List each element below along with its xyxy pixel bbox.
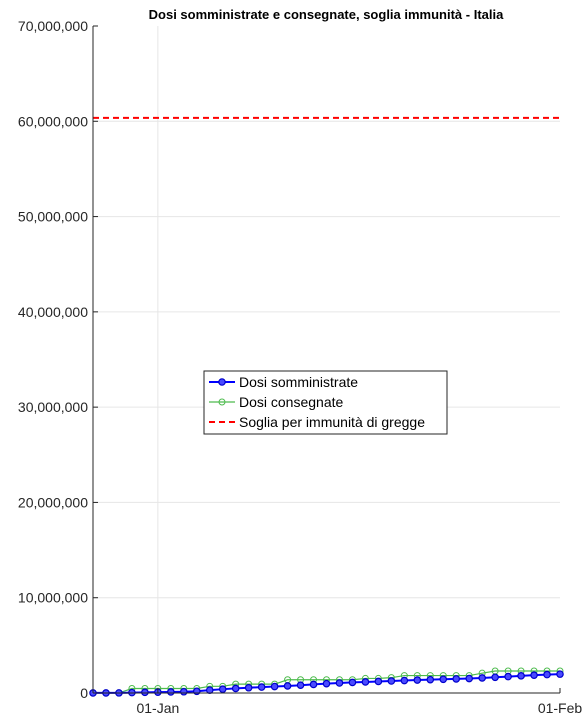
- data-point-somministrate: [205, 686, 214, 694]
- legend-marker: [218, 398, 226, 406]
- data-point-somministrate: [387, 677, 396, 685]
- y-tick-label: 10,000,000: [18, 590, 88, 606]
- x-tick-label: 01-Jan: [136, 700, 179, 716]
- series-layer: [89, 116, 564, 697]
- data-point-somministrate: [530, 671, 538, 679]
- legend-label: Soglia per immunità di gregge: [239, 414, 425, 430]
- data-point-somministrate: [231, 684, 240, 693]
- y-tick-label: 40,000,000: [18, 304, 88, 320]
- y-tick-label: 0: [80, 685, 88, 701]
- data-point-somministrate: [491, 673, 499, 682]
- legend-marker: [218, 378, 226, 386]
- data-point-somministrate: [543, 670, 551, 679]
- legend: Dosi somministrate Dosi consegnate Soglia …: [203, 370, 448, 435]
- plot-area: [93, 26, 560, 693]
- data-point-somministrate: [322, 679, 331, 688]
- data-point-somministrate: [309, 680, 318, 689]
- data-point-somministrate: [348, 678, 357, 687]
- data-point-somministrate: [426, 675, 435, 684]
- data-point-somministrate: [361, 678, 370, 686]
- data-point-somministrate: [244, 683, 253, 692]
- data-point-somministrate: [167, 688, 175, 696]
- y-tick-label: 30,000,000: [18, 399, 88, 415]
- axes: 0 10,000,000 20,000,000 30,000,000 40,000,00…: [18, 18, 582, 716]
- data-point-somministrate: [270, 682, 279, 691]
- legend-box: [203, 370, 448, 435]
- y-tick-label: 70,000,000: [18, 18, 88, 34]
- data-point-somministrate: [413, 676, 422, 684]
- data-point-somministrate: [296, 681, 305, 689]
- y-tick-label: 50,000,000: [18, 209, 88, 225]
- data-point-somministrate: [283, 682, 292, 690]
- legend-label: Dosi consegnate: [239, 394, 344, 410]
- data-point-somministrate: [452, 675, 461, 683]
- data-point-somministrate: [374, 677, 383, 686]
- data-point-somministrate: [141, 688, 149, 697]
- data-point-somministrate: [517, 672, 525, 680]
- data-point-somministrate: [556, 670, 564, 678]
- chart-title: Dosi somministrate e consegnate, soglia …: [149, 7, 504, 22]
- data-point-somministrate: [504, 672, 512, 681]
- data-point-somministrate: [439, 675, 448, 684]
- data-point-somministrate: [478, 674, 486, 682]
- legend-label: Dosi somministrate: [239, 374, 358, 390]
- grid: [93, 26, 560, 693]
- data-point-somministrate: [218, 685, 227, 693]
- x-tick-label: 01-Feb: [538, 700, 583, 716]
- data-point-somministrate: [257, 683, 266, 691]
- data-point-somministrate: [400, 676, 409, 685]
- data-point-somministrate: [335, 679, 344, 687]
- data-point-somministrate: [465, 674, 473, 683]
- y-tick-label: 20,000,000: [18, 494, 88, 510]
- data-point-somministrate: [180, 687, 188, 696]
- y-tick-label: 60,000,000: [18, 113, 88, 129]
- data-point-somministrate: [192, 687, 201, 696]
